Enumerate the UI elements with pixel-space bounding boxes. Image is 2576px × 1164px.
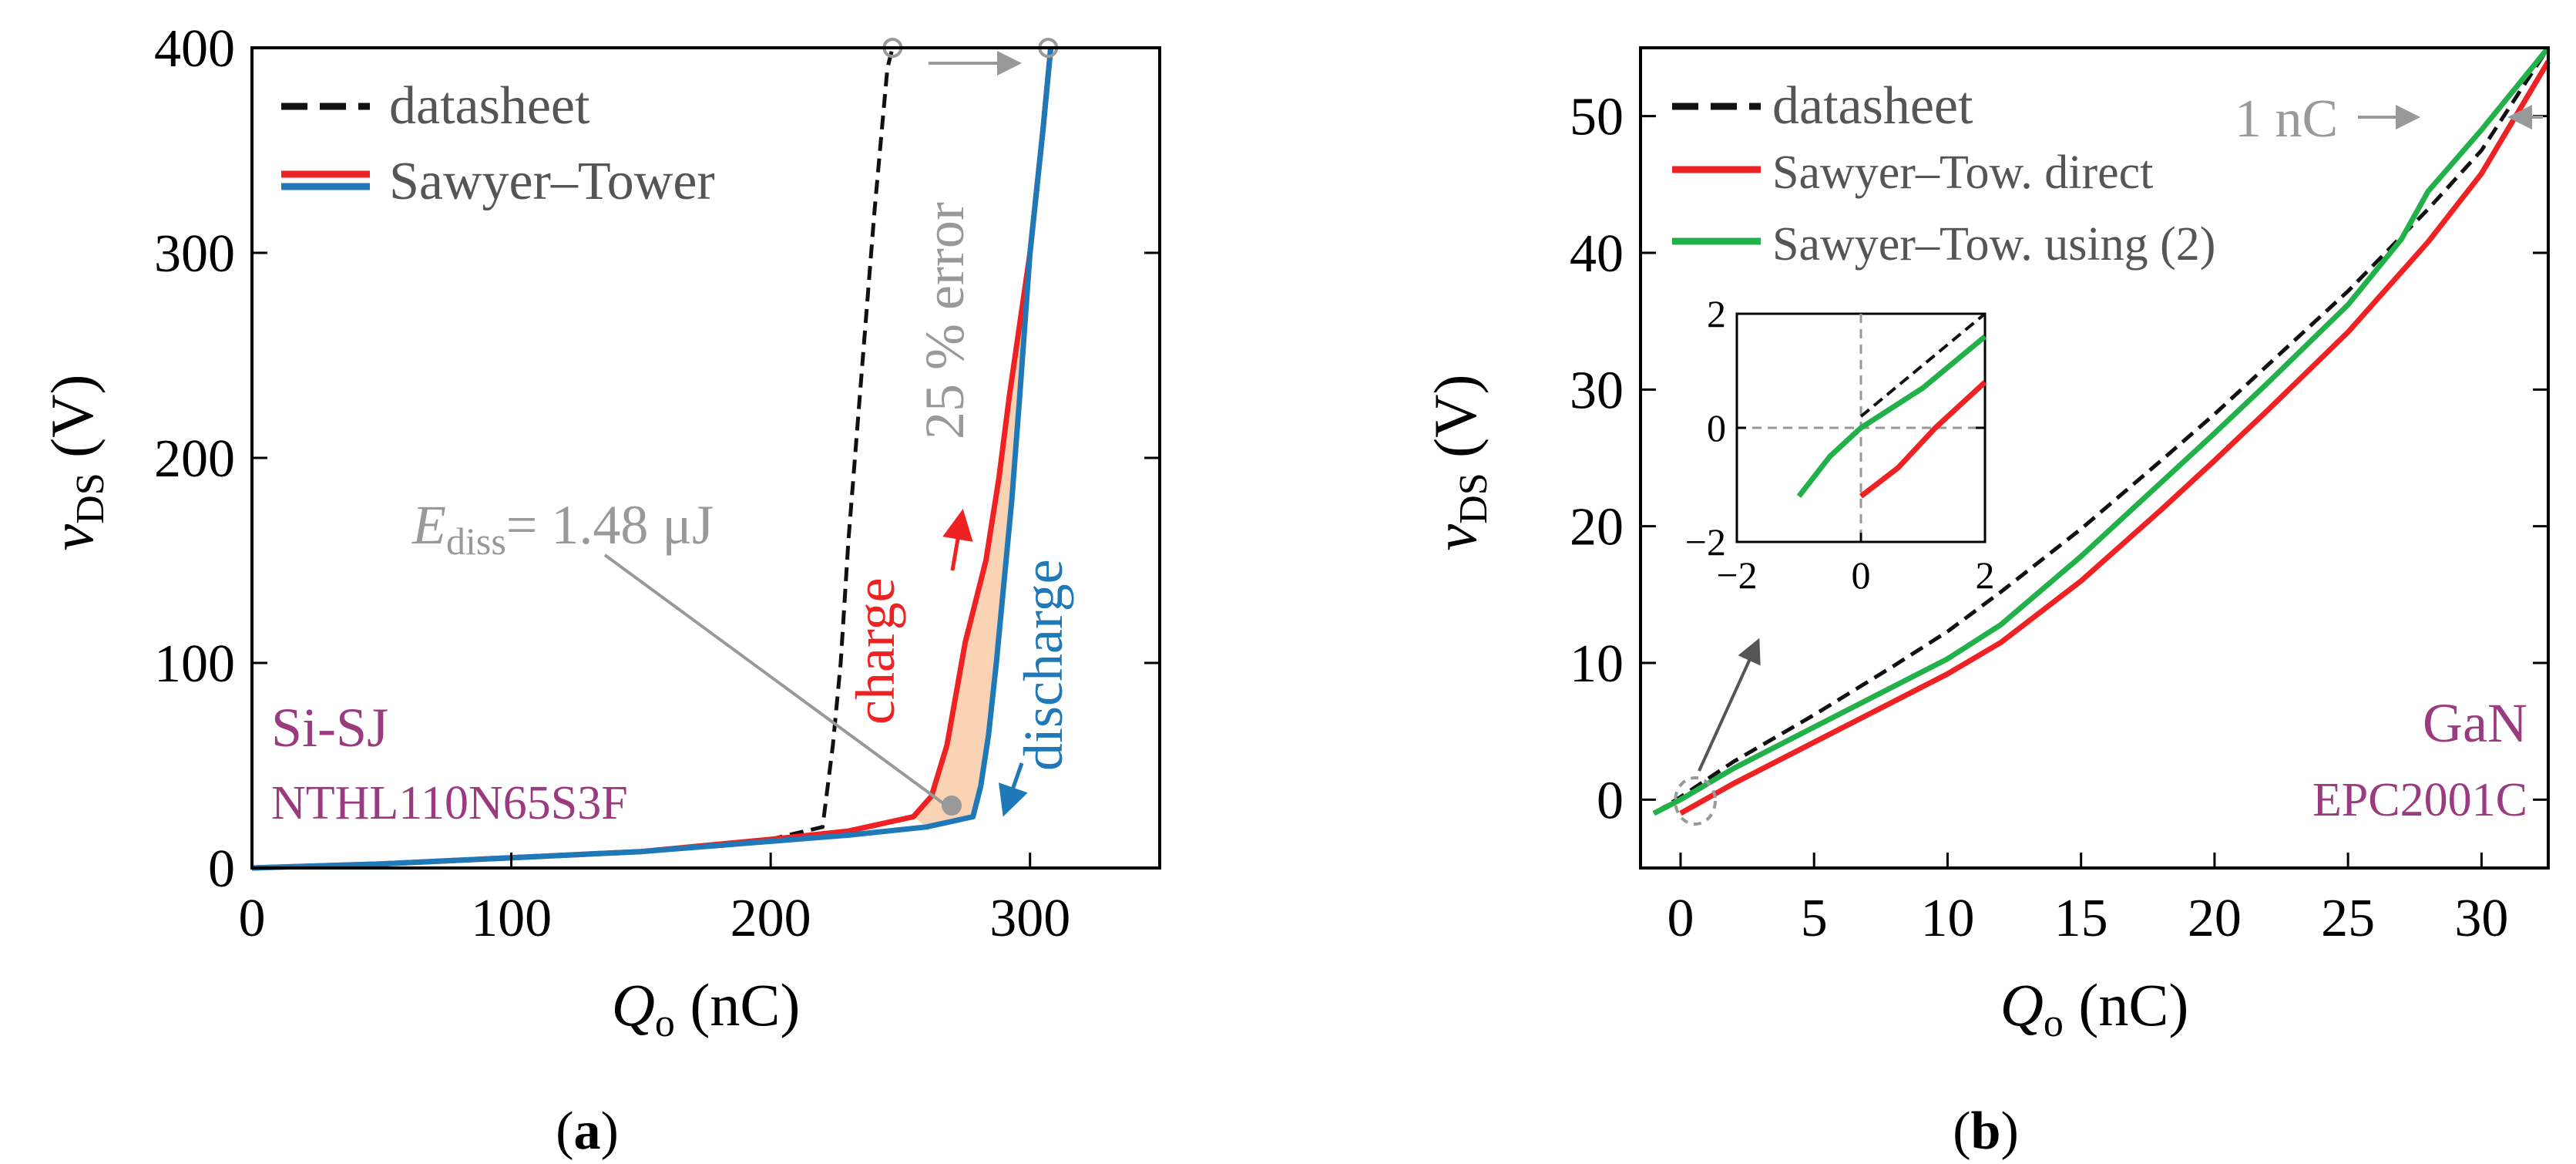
panel-a-y-tick-label: 200 bbox=[154, 429, 235, 489]
panel-b-legend: datasheet Sawyer–Tow. direct Sawyer–Tow.… bbox=[1672, 76, 2215, 271]
panel-b-plot-content bbox=[1652, 45, 2551, 816]
panel-b-y-tick-label: 0 bbox=[1597, 771, 1624, 830]
ediss-symbol: E bbox=[411, 494, 446, 556]
inset-x-tick-label: 0 bbox=[1852, 553, 1871, 597]
panel-b-y-tick-label: 20 bbox=[1570, 498, 1624, 557]
panel-a-y-axis-label: vDS (V) bbox=[39, 375, 113, 551]
panel-b-x-tick-label: 20 bbox=[2188, 889, 2242, 948]
zoom-arrow bbox=[1698, 638, 1761, 772]
inset-y-tick-label: −2 bbox=[1685, 520, 1726, 563]
panel-a-x-tick-label: 200 bbox=[730, 889, 811, 948]
panel-b-x-tick-label: 0 bbox=[1667, 889, 1694, 948]
one-nc-label: 1 nC bbox=[2235, 89, 2338, 149]
panel-a-ylabel-unit: (V) bbox=[39, 375, 106, 473]
panel-a-annotations: 25 % error Ediss= 1.48 μJ charge dischar… bbox=[271, 51, 1074, 829]
inset-y-tick-label: 2 bbox=[1707, 292, 1726, 335]
inset-series-datasheet bbox=[1859, 312, 1987, 418]
panel-a-x-tick-label: 0 bbox=[239, 889, 266, 948]
device-type-label-b: GaN bbox=[2423, 692, 2527, 754]
panel-b-label: (b) bbox=[1953, 1102, 2019, 1161]
inset-y-tick-label: 0 bbox=[1707, 406, 1726, 449]
panel-a-label: (a) bbox=[556, 1102, 619, 1161]
legend-label-sawyer-tower: Sawyer–Tower bbox=[389, 152, 715, 211]
series-sawyer-tower-discharge bbox=[251, 47, 1054, 871]
legend-label-datasheet-b: datasheet bbox=[1772, 76, 1973, 136]
panel-a-x-tick-label: 100 bbox=[471, 889, 552, 948]
panel-b-xlabel-symbol: Q bbox=[2000, 971, 2044, 1038]
panel-a-x-tick-label: 300 bbox=[989, 889, 1070, 948]
zoom-region-marker bbox=[1674, 776, 1717, 826]
panel-b-xlabel-subscript: o bbox=[2044, 1001, 2064, 1045]
inset-ticks: −2 0 2 −2 0 2 bbox=[1685, 292, 1995, 597]
panel-b-y-axis-label: vDS (V) bbox=[1422, 375, 1496, 551]
panel-a-ticks: 0 100 200 300 0 100 200 300 400 bbox=[154, 19, 1160, 948]
panel-b-ylabel-symbol: v bbox=[1422, 523, 1489, 550]
series-sawyer-tow-using-2 bbox=[1652, 45, 2551, 816]
inset-x-tick-label: 2 bbox=[1976, 553, 1995, 597]
panel-a-legend: datasheet Sawyer–Tower bbox=[281, 76, 715, 211]
panel-b-x-tick-label: 15 bbox=[2054, 889, 2108, 948]
device-type-label: Si-SJ bbox=[271, 697, 388, 759]
inset-x-tick-label: −2 bbox=[1716, 553, 1757, 597]
discharge-label: discharge bbox=[1013, 559, 1074, 771]
panel-b-x-tick-label: 10 bbox=[1920, 889, 1974, 948]
panel-a-xlabel-unit: (nC) bbox=[675, 971, 800, 1038]
panel-a-xlabel-symbol: Q bbox=[612, 971, 655, 1038]
ediss-subscript: diss bbox=[446, 520, 506, 563]
panel-a-y-tick-label: 0 bbox=[208, 839, 235, 899]
ediss-label: Ediss= 1.48 μJ bbox=[411, 494, 714, 563]
hysteresis-energy-area bbox=[913, 48, 1051, 827]
panel-b-frame bbox=[1639, 46, 2550, 870]
panel-b-y-tick-label: 50 bbox=[1570, 88, 1624, 147]
panel-b-annotations: 1 nC GaN EPC2001C bbox=[1674, 89, 2543, 826]
device-part-label: NTHL110N65S3F bbox=[271, 777, 628, 829]
panel-a-ylabel-symbol: v bbox=[39, 523, 106, 550]
device-part-label-b: EPC2001C bbox=[2312, 774, 2527, 826]
legend-label-using2: Sawyer–Tow. using (2) bbox=[1772, 218, 2215, 271]
panel-b-y-tick-label: 10 bbox=[1570, 634, 1624, 694]
ediss-marker-dot bbox=[942, 796, 962, 816]
panel-b-x-tick-label: 25 bbox=[2321, 889, 2375, 948]
panel-a-ylabel-subscript: DS bbox=[69, 473, 113, 523]
inset-series-direct bbox=[1859, 380, 1987, 499]
panel-a-x-axis-label: Qo (nC) bbox=[612, 971, 801, 1045]
panel-b-inset: −2 0 2 −2 0 2 bbox=[1685, 292, 1995, 597]
panel-b-y-tick-label: 30 bbox=[1570, 361, 1624, 420]
inset-plot-content bbox=[1737, 312, 1987, 542]
panel-b-ylabel-subscript: DS bbox=[1452, 473, 1496, 523]
panel-b-x-tick-label: 30 bbox=[2454, 889, 2508, 948]
legend-label-datasheet: datasheet bbox=[389, 76, 590, 136]
panel-b-x-axis-label: Qo (nC) bbox=[2000, 971, 2189, 1045]
panel-b-xlabel-unit: (nC) bbox=[2064, 971, 2188, 1038]
ediss-leader-line bbox=[603, 553, 948, 807]
panel-a-y-tick-label: 100 bbox=[154, 634, 235, 694]
panel-a-xlabel-subscript: o bbox=[655, 1001, 675, 1045]
panel-b-y-tick-label: 40 bbox=[1570, 224, 1624, 284]
charge-arrow bbox=[942, 509, 973, 571]
panel-b-ylabel-unit: (V) bbox=[1422, 375, 1489, 473]
panel-b-x-tick-label: 5 bbox=[1801, 889, 1828, 948]
panel-a-y-tick-label: 400 bbox=[154, 19, 235, 79]
inset-series-using2 bbox=[1796, 334, 1987, 498]
panel-a-y-tick-label: 300 bbox=[154, 224, 235, 284]
charge-label: charge bbox=[845, 577, 906, 725]
series-sawyer-tow-direct bbox=[1679, 59, 2551, 816]
error-label: 25 % error bbox=[914, 202, 976, 439]
discharge-arrow bbox=[999, 762, 1028, 817]
legend-label-direct: Sawyer–Tow. direct bbox=[1772, 146, 2153, 199]
ediss-value: = 1.48 μJ bbox=[506, 494, 714, 556]
